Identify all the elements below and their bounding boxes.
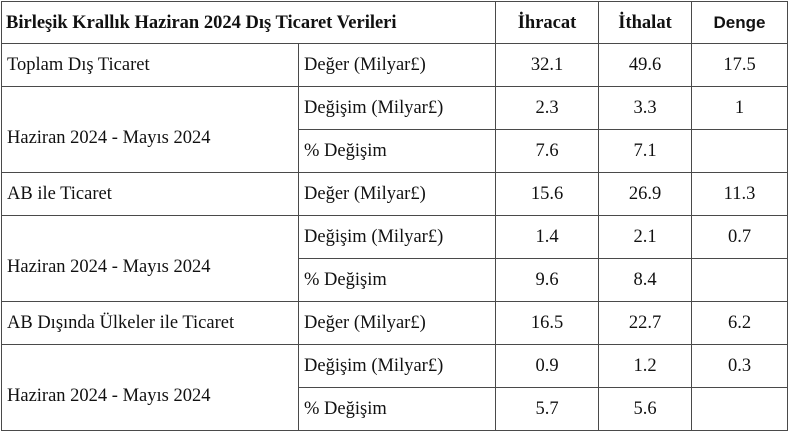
table-row: AB Dışında Ülkeler ile Ticaret Değer (Mi… (1, 301, 788, 345)
cell-denge (691, 258, 788, 302)
cell-ihracat: 9.6 (495, 258, 600, 302)
cell-ihracat: 16.5 (495, 301, 600, 345)
cell-ihracat: 1.4 (495, 215, 600, 259)
cell-ihracat: 2.3 (495, 86, 600, 130)
cell-ihracat: 5.7 (495, 387, 600, 431)
period-label: Haziran 2024 - Mayıs 2024 (1, 344, 299, 431)
table-row: Haziran 2024 - Mayıs 2024 Değişim (Milya… (1, 215, 788, 302)
table-row: % Değişim 5.7 5.6 (2, 387, 788, 431)
table-title: Birleşik Krallık Haziran 2024 Dış Ticare… (0, 1, 497, 44)
metric-label: Değer (Milyar£) (297, 172, 497, 216)
cell-denge: 0.3 (691, 344, 788, 388)
table-row: Haziran 2024 - Mayıs 2024 Değişim (Milya… (1, 344, 788, 431)
cell-ihracat: 7.6 (495, 129, 600, 173)
section-label-eu-trade: AB ile Ticaret (1, 172, 299, 216)
section-label-total-trade: Toplam Dış Ticaret (1, 43, 299, 87)
table-row: Haziran 2024 - Mayıs 2024 Değişim (Milya… (1, 86, 788, 173)
cell-denge: 0.7 (691, 215, 788, 259)
metric-label: % Değişim (297, 387, 497, 431)
cell-ithalat: 3.3 (598, 86, 693, 130)
cell-ithalat: 22.7 (598, 301, 693, 345)
header-row: Birleşik Krallık Haziran 2024 Dış Ticare… (0, 1, 788, 44)
metric-label: Değişim (Milyar£) (297, 344, 497, 388)
period-label: Haziran 2024 - Mayıs 2024 (1, 86, 299, 173)
metric-label: Değer (Milyar£) (297, 301, 497, 345)
cell-ithalat: 8.4 (598, 258, 693, 302)
cell-ithalat: 1.2 (598, 344, 693, 388)
metric-label: Değişim (Milyar£) (297, 86, 497, 130)
cell-denge: 11.3 (691, 172, 788, 216)
metric-label: Değer (Milyar£) (297, 43, 497, 87)
cell-ithalat: 2.1 (598, 215, 693, 259)
cell-ihracat: 0.9 (495, 344, 600, 388)
cell-denge: 17.5 (691, 43, 788, 87)
period-label-text: Haziran 2024 - Mayıs 2024 (7, 127, 211, 148)
metric-label: Değişim (Milyar£) (297, 215, 497, 259)
cell-ithalat: 26.9 (598, 172, 693, 216)
table-row: Toplam Dış Ticaret Değer (Milyar£) 32.1 … (1, 43, 788, 87)
cell-ithalat: 49.6 (598, 43, 693, 87)
cell-ithalat: 7.1 (598, 129, 693, 173)
period-label-text: Haziran 2024 - Mayıs 2024 (7, 385, 211, 406)
table-row: AB ile Ticaret Değer (Milyar£) 15.6 26.9… (1, 172, 788, 216)
column-header-ihracat: İhracat (495, 1, 600, 44)
column-header-denge: Denge (691, 1, 788, 44)
cell-ihracat: 15.6 (495, 172, 600, 216)
column-header-ithalat: İthalat (598, 1, 693, 44)
metric-label: % Değişim (297, 129, 497, 173)
metric-label: % Değişim (297, 258, 497, 302)
period-label-text: Haziran 2024 - Mayıs 2024 (7, 256, 211, 277)
cell-ihracat: 32.1 (495, 43, 600, 87)
table-row: % Değişim 7.6 7.1 (2, 129, 788, 173)
period-label: Haziran 2024 - Mayıs 2024 (1, 215, 299, 302)
cell-denge: 1 (691, 86, 788, 130)
cell-denge (691, 387, 788, 431)
cell-denge (691, 129, 788, 173)
cell-denge: 6.2 (691, 301, 788, 345)
cell-ithalat: 5.6 (598, 387, 693, 431)
section-label-non-eu-trade: AB Dışında Ülkeler ile Ticaret (1, 301, 299, 345)
table-row: % Değişim 9.6 8.4 (2, 258, 788, 302)
